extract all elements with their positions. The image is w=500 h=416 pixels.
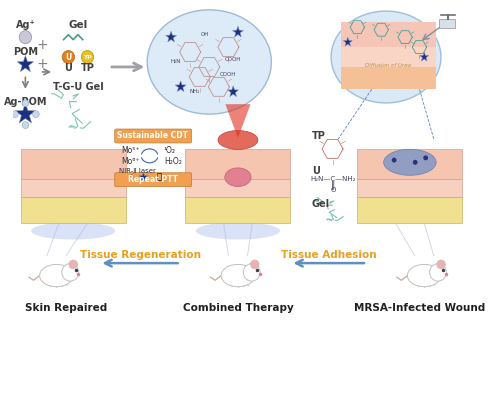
- FancyBboxPatch shape: [340, 47, 436, 67]
- Text: TP: TP: [83, 54, 92, 59]
- Text: NIR-Ⅱ laser: NIR-Ⅱ laser: [118, 168, 156, 174]
- Polygon shape: [232, 26, 243, 37]
- Polygon shape: [139, 172, 148, 181]
- Text: ¹O₂: ¹O₂: [164, 146, 176, 155]
- Text: NH₂: NH₂: [190, 89, 200, 94]
- Polygon shape: [228, 86, 238, 97]
- Text: +: +: [36, 57, 48, 72]
- FancyBboxPatch shape: [20, 179, 126, 197]
- Polygon shape: [226, 104, 250, 138]
- Circle shape: [19, 31, 32, 44]
- Text: +: +: [36, 37, 48, 52]
- Text: Skin Repaired: Skin Repaired: [25, 303, 107, 313]
- Ellipse shape: [384, 149, 436, 176]
- Text: Mo⁶⁺: Mo⁶⁺: [121, 157, 140, 166]
- FancyBboxPatch shape: [186, 197, 290, 223]
- Circle shape: [32, 111, 39, 118]
- Text: TP: TP: [312, 131, 326, 141]
- Circle shape: [424, 155, 428, 160]
- Ellipse shape: [196, 222, 280, 240]
- Text: Combined Therapy: Combined Therapy: [182, 303, 294, 313]
- Circle shape: [244, 264, 260, 281]
- FancyBboxPatch shape: [186, 149, 290, 179]
- Circle shape: [12, 111, 18, 118]
- FancyBboxPatch shape: [340, 67, 436, 89]
- FancyBboxPatch shape: [340, 22, 436, 47]
- Polygon shape: [344, 37, 352, 46]
- Text: H₂N—C—NH₂: H₂N—C—NH₂: [310, 176, 356, 182]
- Text: H₂O₂: H₂O₂: [164, 157, 182, 166]
- Circle shape: [22, 121, 29, 129]
- Ellipse shape: [221, 265, 255, 287]
- Circle shape: [69, 260, 78, 269]
- Ellipse shape: [408, 265, 441, 287]
- FancyBboxPatch shape: [438, 19, 456, 28]
- Text: COOH: COOH: [220, 72, 236, 77]
- Text: O: O: [331, 187, 336, 193]
- Text: Gel: Gel: [68, 20, 87, 30]
- Text: Gel: Gel: [312, 198, 330, 208]
- FancyBboxPatch shape: [20, 197, 126, 223]
- Text: ⚡: ⚡: [127, 172, 134, 182]
- FancyBboxPatch shape: [358, 197, 463, 223]
- Text: H₂N: H₂N: [170, 59, 181, 64]
- Text: U: U: [66, 52, 71, 62]
- Circle shape: [82, 51, 94, 64]
- Text: Ag-POM: Ag-POM: [4, 97, 47, 107]
- Circle shape: [62, 264, 78, 281]
- Text: COOH: COOH: [225, 57, 242, 62]
- Text: Ag⁺: Ag⁺: [16, 20, 36, 30]
- Polygon shape: [175, 81, 186, 92]
- FancyBboxPatch shape: [20, 149, 126, 179]
- FancyBboxPatch shape: [114, 173, 192, 187]
- Text: Sustainable CDT: Sustainable CDT: [118, 131, 188, 140]
- Text: Tissue Adhesion: Tissue Adhesion: [281, 250, 376, 260]
- Text: 🔥: 🔥: [156, 173, 162, 182]
- Polygon shape: [420, 52, 429, 61]
- FancyBboxPatch shape: [358, 149, 463, 179]
- Circle shape: [413, 160, 418, 165]
- Polygon shape: [166, 31, 176, 42]
- Polygon shape: [17, 55, 34, 72]
- FancyBboxPatch shape: [114, 129, 192, 143]
- Text: ‖: ‖: [332, 181, 336, 190]
- Text: Repeat PTT: Repeat PTT: [128, 175, 178, 184]
- Circle shape: [62, 51, 74, 64]
- Text: Diffusion of Urea: Diffusion of Urea: [366, 64, 412, 69]
- FancyBboxPatch shape: [186, 179, 290, 197]
- Ellipse shape: [225, 168, 251, 186]
- FancyBboxPatch shape: [358, 179, 463, 197]
- Text: Mo⁵⁺: Mo⁵⁺: [121, 146, 140, 155]
- Circle shape: [437, 260, 446, 269]
- Text: MRSA-Infected Wound: MRSA-Infected Wound: [354, 303, 485, 313]
- Circle shape: [22, 100, 29, 106]
- Ellipse shape: [40, 265, 74, 287]
- Circle shape: [392, 158, 396, 163]
- Ellipse shape: [31, 222, 115, 240]
- Text: OH: OH: [200, 32, 208, 37]
- Text: TP: TP: [80, 63, 94, 74]
- Ellipse shape: [147, 10, 272, 114]
- Text: U: U: [64, 63, 72, 74]
- Ellipse shape: [218, 131, 258, 149]
- Text: U: U: [312, 166, 320, 176]
- Circle shape: [250, 260, 259, 269]
- Polygon shape: [16, 103, 36, 123]
- Text: T-G-U Gel: T-G-U Gel: [52, 82, 104, 92]
- Text: Tissue Regeneration: Tissue Regeneration: [80, 250, 200, 260]
- Circle shape: [430, 264, 446, 281]
- Text: POM: POM: [13, 47, 38, 57]
- Ellipse shape: [331, 11, 441, 103]
